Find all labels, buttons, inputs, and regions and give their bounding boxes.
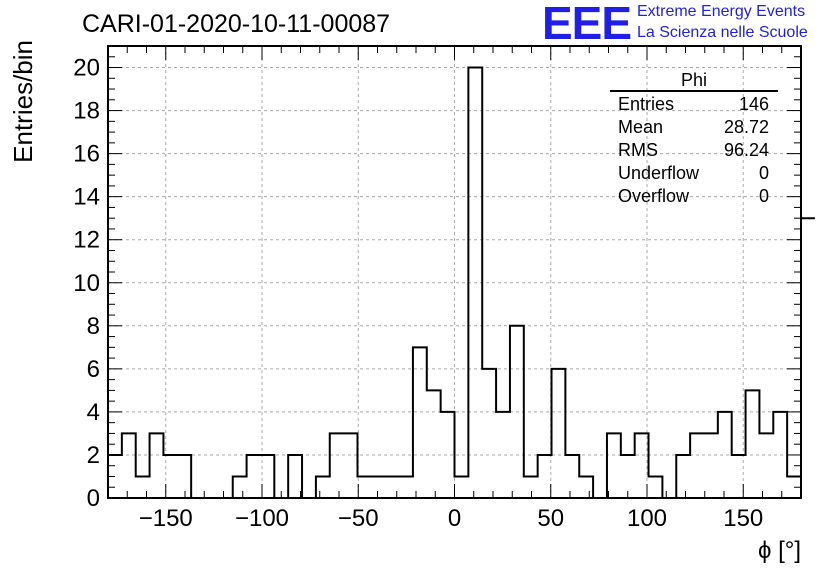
logo-subtitle-line1: Extreme Energy Events <box>637 3 806 20</box>
axis-ticks <box>107 45 802 499</box>
stats-row-value: 146 <box>739 94 769 114</box>
chart-title: CARI-01-2020-10-11-00087 <box>82 10 391 38</box>
stats-row-label: Entries <box>618 94 674 114</box>
y-tick-label: 20 <box>73 55 100 82</box>
y-tick-label: 10 <box>73 270 100 297</box>
stats-box: Phi Entries 146 Mean 28.72 RMS 96.24 Underflow… <box>610 70 778 206</box>
stats-row-value: 96.24 <box>724 140 769 160</box>
y-tick-label: 16 <box>73 141 100 168</box>
x-tick-label: −100 <box>235 505 289 532</box>
x-tick-label: 100 <box>627 505 667 532</box>
x-tick-label: 50 <box>537 505 564 532</box>
stats-row-value: 0 <box>759 163 769 183</box>
y-tick-label: 4 <box>87 399 100 426</box>
y-axis-label: Entries/bin <box>8 40 38 163</box>
stats-row-label: Mean <box>618 117 663 137</box>
histogram-outline <box>108 66 815 499</box>
y-tick-label: 2 <box>87 442 100 469</box>
x-tick-label: −150 <box>139 505 193 532</box>
x-tick-label: 0 <box>448 505 461 532</box>
y-tick-label: 0 <box>87 485 100 512</box>
stats-row-label: Overflow <box>618 186 690 206</box>
stats-row-value: 28.72 <box>724 117 769 137</box>
stats-row-label: RMS <box>618 140 658 160</box>
y-tick-label: 12 <box>73 227 100 254</box>
stats-row-label: Underflow <box>618 163 700 183</box>
y-tick-label: 6 <box>87 356 100 383</box>
x-axis-label: ϕ [°] <box>758 537 801 564</box>
logo-subtitle-line2: La Scienza nelle Scuole <box>637 24 808 41</box>
y-tick-label: 18 <box>73 98 100 125</box>
tick-labels: −150 −100 −50 0 50 100 150 0 2 4 6 8 10 12 14 16 18 20 <box>73 55 763 532</box>
stats-row-value: 0 <box>759 186 769 206</box>
stats-box-title: Phi <box>681 70 707 90</box>
x-tick-label: −50 <box>338 505 379 532</box>
y-tick-label: 8 <box>87 313 100 340</box>
eee-logo: EEE <box>542 0 632 49</box>
x-tick-label: 150 <box>723 505 763 532</box>
y-tick-label: 14 <box>73 184 100 211</box>
